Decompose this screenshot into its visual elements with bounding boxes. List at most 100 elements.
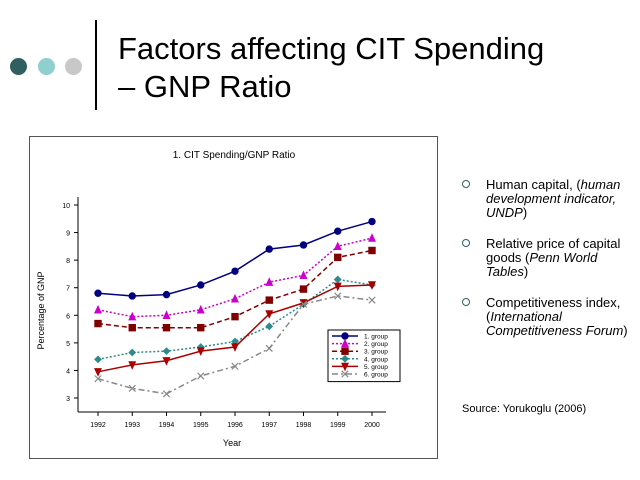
y-axis-title: Percentage of GNP	[36, 271, 46, 349]
data-point	[368, 281, 376, 290]
legend-marker	[341, 370, 349, 378]
y-tick-label: 3	[66, 396, 70, 403]
gray-dot	[65, 58, 82, 75]
data-point	[196, 347, 205, 357]
factor-text-em: Penn World Tables	[486, 250, 598, 279]
series-group	[94, 246, 376, 332]
slide-title: Factors affecting CIT Spending – GNP Rat…	[118, 30, 628, 106]
data-point	[94, 319, 102, 328]
chart-panel: 1. CIT Spending/GNP Ratio 3 4 5 6 7 8 9 10 1992 19…	[29, 136, 438, 459]
data-point	[368, 246, 376, 255]
source-note: Source: Yorukoglu (2006)	[462, 403, 587, 415]
data-point	[265, 322, 274, 331]
series-group	[94, 233, 376, 321]
series-group	[94, 292, 376, 398]
data-point	[368, 296, 376, 304]
data-point	[299, 285, 308, 293]
legend-marker	[341, 347, 349, 355]
x-tick-label: 1997	[261, 422, 277, 429]
data-point	[128, 384, 136, 392]
series-line	[97, 237, 373, 318]
data-point	[128, 292, 136, 300]
data-point	[231, 293, 239, 303]
data-point	[128, 348, 137, 357]
x-tick-label: 2000	[364, 422, 380, 429]
y-tick-label: 6	[66, 313, 70, 320]
data-point	[299, 300, 308, 308]
data-point	[128, 361, 137, 370]
data-point	[265, 310, 274, 319]
legend-box	[327, 329, 401, 383]
y-tick-label: 10	[62, 203, 70, 210]
x-tick-label: 1992	[90, 422, 106, 429]
factor-text-post: )	[623, 323, 628, 338]
legend-label: 2. group	[364, 341, 388, 348]
data-point	[231, 362, 239, 370]
data-point	[299, 270, 308, 280]
data-point	[197, 372, 205, 380]
x-tick-label: 1999	[330, 422, 346, 429]
data-point	[265, 296, 273, 304]
legend-label: 3. group	[364, 349, 388, 356]
factor-text-em: human development indicator, UNDP	[486, 177, 621, 220]
factor-item: Relative price of capital goods (Penn Wo…	[462, 237, 632, 279]
data-point	[334, 227, 342, 235]
bullet-ring-icon	[462, 298, 470, 306]
data-point	[334, 292, 342, 300]
legend-label: 6. group	[364, 372, 388, 379]
data-point	[197, 323, 205, 332]
data-point	[162, 357, 171, 366]
data-point	[162, 310, 171, 319]
data-point	[265, 277, 274, 286]
data-point	[231, 312, 239, 321]
data-point	[231, 267, 239, 275]
factor-item: Human capital, (human development indica…	[462, 178, 632, 220]
legend-marker	[341, 338, 349, 348]
x-tick-label: 1993	[124, 422, 140, 429]
legend-label: 1. group	[364, 334, 388, 341]
factor-text-pre: Human capital, (	[486, 177, 581, 192]
y-tick-label: 9	[66, 231, 70, 238]
data-point	[128, 311, 137, 321]
data-point	[334, 253, 342, 262]
data-point	[333, 275, 342, 284]
series-line	[97, 278, 373, 361]
series-group	[94, 217, 376, 300]
title-divider	[95, 20, 97, 110]
series-group	[94, 281, 376, 377]
factor-text-post: )	[522, 205, 528, 220]
x-tick-label: 1998	[296, 422, 312, 429]
factor-list: Human capital, (human development indica…	[462, 178, 632, 338]
data-point	[128, 323, 136, 332]
light-teal-dot	[38, 58, 55, 75]
data-point	[265, 245, 273, 253]
data-point	[94, 375, 102, 383]
series-line	[97, 220, 373, 297]
x-axis-title: Year	[223, 438, 241, 448]
data-point	[94, 289, 102, 297]
factor-item: Competitiveness index, (International Co…	[462, 296, 632, 338]
data-point	[197, 281, 205, 289]
factor-text-em: International Competitiveness Forum	[486, 309, 624, 338]
legend-marker	[341, 362, 349, 372]
data-point	[196, 304, 205, 314]
data-point	[162, 347, 171, 356]
x-tick-label: 1995	[193, 422, 209, 429]
data-point	[231, 343, 239, 352]
factor-text-pre: Relative price of capital goods (	[486, 236, 621, 265]
y-tick-label: 5	[66, 341, 70, 348]
legend-marker	[341, 332, 349, 340]
data-point	[265, 344, 273, 352]
data-point	[94, 355, 102, 364]
bullet-ring-icon	[462, 180, 470, 188]
x-tick-label: 1996	[227, 422, 243, 429]
chart-title: 1. CIT Spending/GNP Ratio	[173, 150, 296, 161]
data-point	[368, 217, 376, 226]
x-tick-label: 1994	[159, 422, 175, 429]
data-point	[162, 290, 171, 299]
legend-label: 4. group	[364, 356, 388, 363]
data-point	[333, 241, 342, 251]
data-point	[162, 323, 171, 332]
title-line-1: Factors affecting CIT Spending	[118, 31, 545, 66]
data-point	[299, 241, 308, 249]
